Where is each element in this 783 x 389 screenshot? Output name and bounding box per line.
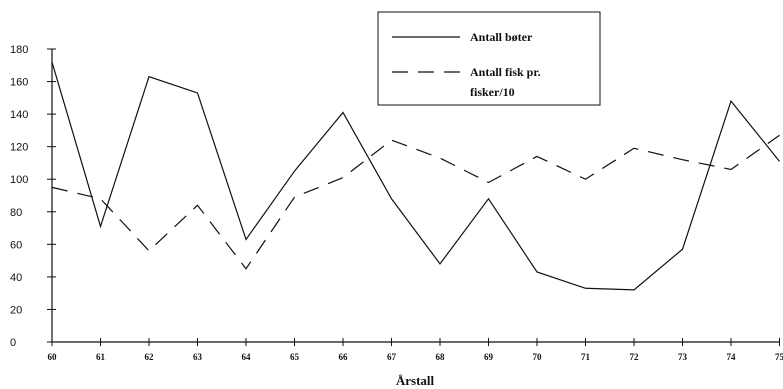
y-tick-label: 180 bbox=[10, 44, 28, 56]
x-tick-label: 60 bbox=[48, 352, 58, 362]
x-tick-label: 70 bbox=[533, 352, 543, 362]
series-line-antall-boter bbox=[51, 61, 780, 291]
y-tick-label: 80 bbox=[10, 207, 22, 219]
legend-label: Antall bøter bbox=[470, 30, 533, 44]
series-layer bbox=[51, 61, 780, 291]
y-tick-label: 40 bbox=[10, 272, 22, 284]
y-tick-label: 100 bbox=[10, 174, 28, 186]
y-tick-label: 20 bbox=[10, 304, 22, 316]
x-tick-label: 74 bbox=[727, 352, 737, 362]
x-tick-label: 69 bbox=[484, 352, 494, 362]
x-tick-label: 75 bbox=[775, 352, 783, 362]
x-axis-label: Årstall bbox=[396, 373, 435, 388]
x-tick-label: 62 bbox=[145, 352, 155, 362]
series-line-antall-fisk bbox=[51, 134, 780, 270]
x-tick-label: 72 bbox=[630, 352, 640, 362]
x-tick-label: 63 bbox=[193, 352, 203, 362]
x-axis: 60 61 62 63 64 65 66 67 68 69 70 71 72 73 74 75 bbox=[48, 338, 783, 362]
legend-label: Antall fisk pr. bbox=[470, 65, 541, 79]
y-tick-label: 60 bbox=[10, 239, 22, 251]
y-tick-label: 140 bbox=[10, 109, 28, 121]
x-tick-label: 64 bbox=[242, 352, 252, 362]
y-tick-label: 0 bbox=[10, 337, 16, 349]
y-tick-label: 120 bbox=[10, 142, 28, 154]
x-tick-label: 71 bbox=[581, 352, 591, 362]
x-tick-label: 67 bbox=[387, 352, 397, 362]
legend: Antall bøter Antall fisk pr. fisker/10 bbox=[377, 11, 601, 106]
legend-box bbox=[377, 11, 601, 106]
y-axis: 0 20 40 60 80 100 120 140 160 180 bbox=[10, 44, 56, 349]
x-tick-label: 61 bbox=[96, 352, 106, 362]
x-tick-label: 66 bbox=[339, 352, 349, 362]
y-tick-label: 160 bbox=[10, 77, 28, 89]
x-tick-label: 65 bbox=[290, 352, 300, 362]
x-tick-label: 68 bbox=[436, 352, 446, 362]
legend-label: fisker/10 bbox=[470, 85, 515, 99]
x-tick-label: 73 bbox=[678, 352, 688, 362]
